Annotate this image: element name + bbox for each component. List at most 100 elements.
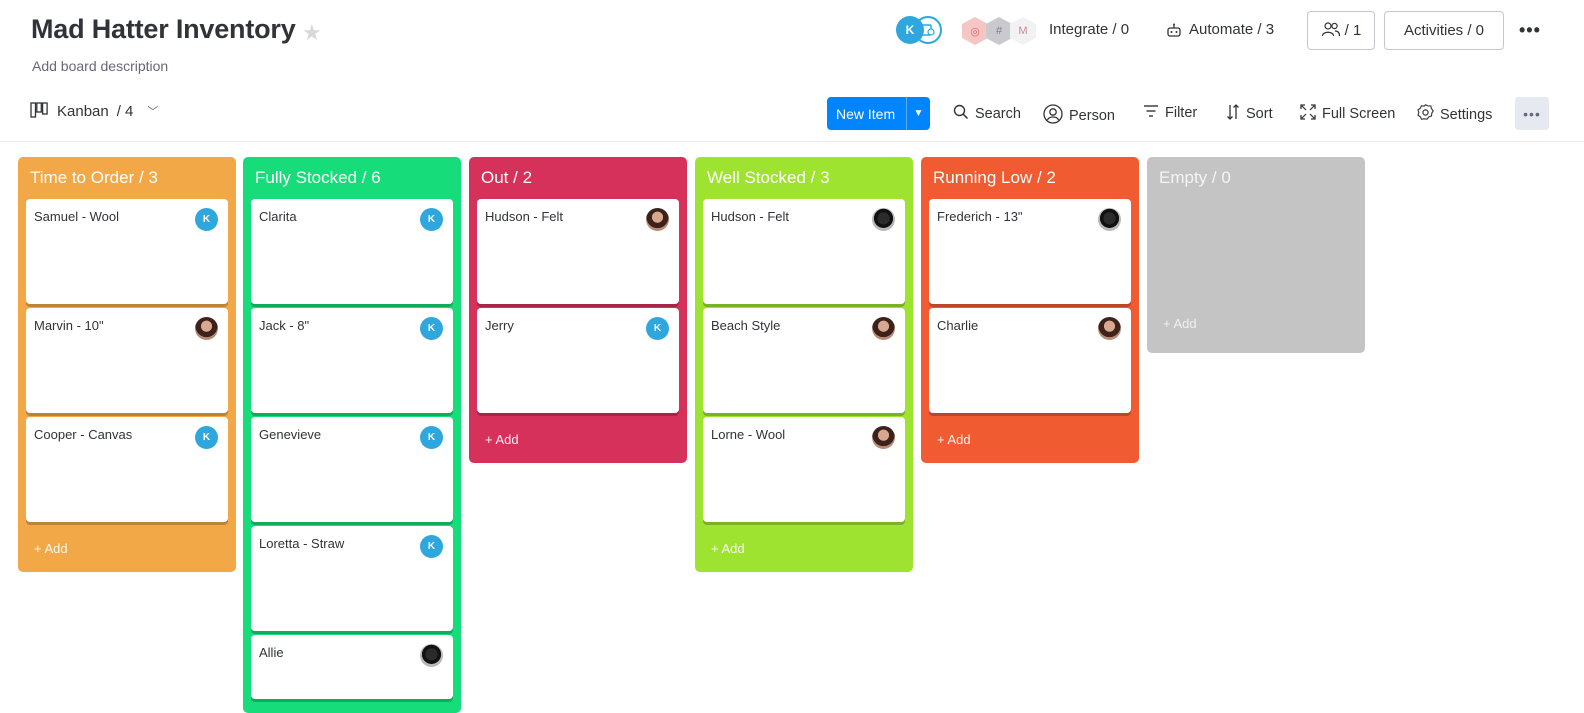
add-item-button[interactable]: + Add: [937, 432, 971, 447]
full-screen-button[interactable]: Full Screen: [1300, 104, 1395, 124]
kanban-card[interactable]: Samuel - Wool K: [26, 199, 228, 304]
chevron-down-icon: ﹀: [147, 106, 159, 118]
avatar[interactable]: K: [420, 208, 443, 231]
avatar[interactable]: [195, 317, 218, 340]
view-name: Kanban: [57, 102, 109, 120]
kanban-card[interactable]: Cooper - Canvas K: [26, 417, 228, 522]
kanban-card[interactable]: Jack - 8" K: [251, 308, 453, 413]
add-item-button[interactable]: + Add: [1163, 316, 1197, 331]
avatar[interactable]: K: [420, 317, 443, 340]
kanban-card[interactable]: Loretta - Straw K: [251, 526, 453, 631]
sort-label: Sort: [1246, 106, 1273, 122]
column-title[interactable]: Empty / 0: [1159, 168, 1231, 187]
new-item-label: New Item: [836, 105, 896, 122]
view-count: / 4: [116, 102, 134, 120]
card-name: Genevieve: [259, 427, 322, 442]
column-title[interactable]: Well Stocked / 3: [707, 168, 830, 187]
avatar[interactable]: K: [646, 317, 669, 340]
integrate-label: Integrate / 0: [1049, 21, 1130, 38]
integrations-icons[interactable]: ◎ # M: [962, 17, 1040, 45]
automate-button[interactable]: Automate / 3: [1166, 21, 1274, 38]
more-options-button[interactable]: •••: [1515, 97, 1549, 130]
kanban-card[interactable]: Hudson - Felt: [477, 199, 679, 304]
kanban-icon: [30, 102, 48, 120]
card-name: Loretta - Straw: [259, 536, 345, 551]
card-name: Samuel - Wool: [34, 209, 120, 224]
members-count: / 1: [1344, 22, 1362, 39]
kanban-card[interactable]: Lorne - Wool: [703, 417, 905, 522]
filter-button[interactable]: Filter: [1143, 104, 1197, 122]
person-label: Person: [1069, 108, 1115, 124]
kanban-card[interactable]: Genevieve K: [251, 417, 453, 522]
board-description[interactable]: Add board description: [32, 58, 169, 74]
star-icon[interactable]: ★: [302, 20, 322, 45]
avatar[interactable]: [420, 644, 443, 667]
avatar[interactable]: K: [195, 426, 218, 449]
kanban-column-out: Out / 2 Hudson - Felt Jerry K + Add: [469, 157, 687, 463]
card-name: Frederich - 13": [937, 209, 1023, 224]
column-title[interactable]: Out / 2: [481, 168, 533, 187]
add-item-button[interactable]: + Add: [34, 541, 68, 556]
view-selector[interactable]: Kanban / 4 ﹀: [30, 102, 158, 120]
filter-icon: [1143, 104, 1159, 122]
kanban-column-well-stocked: Well Stocked / 3 Hudson - Felt Beach Sty…: [695, 157, 913, 572]
new-item-button[interactable]: New Item ▼: [827, 97, 930, 130]
search-icon: [953, 104, 969, 124]
avatar[interactable]: [872, 426, 895, 449]
more-icon[interactable]: •••: [1519, 20, 1541, 40]
card-name: Lorne - Wool: [711, 427, 786, 442]
card-name: Jack - 8": [259, 318, 310, 333]
kanban-card[interactable]: Frederich - 13": [929, 199, 1131, 304]
column-title[interactable]: Running Low / 2: [933, 168, 1056, 187]
members-button[interactable]: / 1: [1307, 11, 1375, 50]
kanban-card[interactable]: Marvin - 10": [26, 308, 228, 413]
settings-label: Settings: [1440, 106, 1493, 123]
card-name: Marvin - 10": [34, 318, 104, 333]
filter-label: Filter: [1165, 105, 1198, 121]
card-name: Beach Style: [711, 318, 781, 333]
gear-icon: [1417, 104, 1434, 125]
people-icon: [1321, 21, 1341, 41]
avatar[interactable]: [872, 208, 895, 231]
card-name: Allie: [259, 645, 284, 660]
board-subscribers[interactable]: K: [896, 16, 944, 46]
column-title[interactable]: Fully Stocked / 6: [255, 168, 381, 187]
column-title[interactable]: Time to Order / 3: [30, 168, 158, 187]
person-filter-button[interactable]: Person: [1043, 104, 1115, 128]
add-item-button[interactable]: + Add: [711, 541, 745, 556]
avatar: K: [896, 16, 924, 44]
automate-label: Automate / 3: [1189, 21, 1275, 38]
expand-icon: [1300, 104, 1316, 124]
kanban-card[interactable]: Hudson - Felt: [703, 199, 905, 304]
avatar[interactable]: [872, 317, 895, 340]
card-name: Clarita: [259, 209, 297, 224]
avatar[interactable]: K: [195, 208, 218, 231]
sort-button[interactable]: Sort: [1226, 104, 1273, 124]
activities-button[interactable]: Activities / 0: [1384, 11, 1504, 50]
board-header: Mad Hatter Inventory ★ Add board descrip…: [0, 0, 1584, 142]
avatar[interactable]: K: [420, 426, 443, 449]
integrate-button[interactable]: Integrate / 0: [1049, 21, 1129, 38]
activities-label: Activities / 0: [1403, 22, 1485, 39]
kanban-column-fully-stocked: Fully Stocked / 6 Clarita K Jack - 8" K …: [243, 157, 461, 713]
chevron-down-icon[interactable]: ▼: [906, 97, 930, 130]
avatar[interactable]: K: [420, 535, 443, 558]
card-name: Hudson - Felt: [485, 209, 564, 224]
avatar[interactable]: [1098, 317, 1121, 340]
board-title[interactable]: Mad Hatter Inventory: [31, 14, 296, 44]
avatar[interactable]: [1098, 208, 1121, 231]
person-icon: [1043, 104, 1063, 128]
avatar[interactable]: [646, 208, 669, 231]
kanban-card[interactable]: Beach Style: [703, 308, 905, 413]
kanban-card[interactable]: Jerry K: [477, 308, 679, 413]
kanban-column-running-low: Running Low / 2 Frederich - 13" Charlie …: [921, 157, 1139, 463]
search-button[interactable]: Search: [953, 104, 1021, 124]
add-item-button[interactable]: + Add: [485, 432, 519, 447]
slack-icon: #: [986, 17, 1012, 45]
kanban-card[interactable]: Charlie: [929, 308, 1131, 413]
kanban-card[interactable]: Clarita K: [251, 199, 453, 304]
gmail-icon: M: [1010, 17, 1036, 45]
kanban-card[interactable]: Allie: [251, 635, 453, 699]
settings-button[interactable]: Settings: [1417, 104, 1492, 125]
sort-icon: [1226, 104, 1240, 124]
